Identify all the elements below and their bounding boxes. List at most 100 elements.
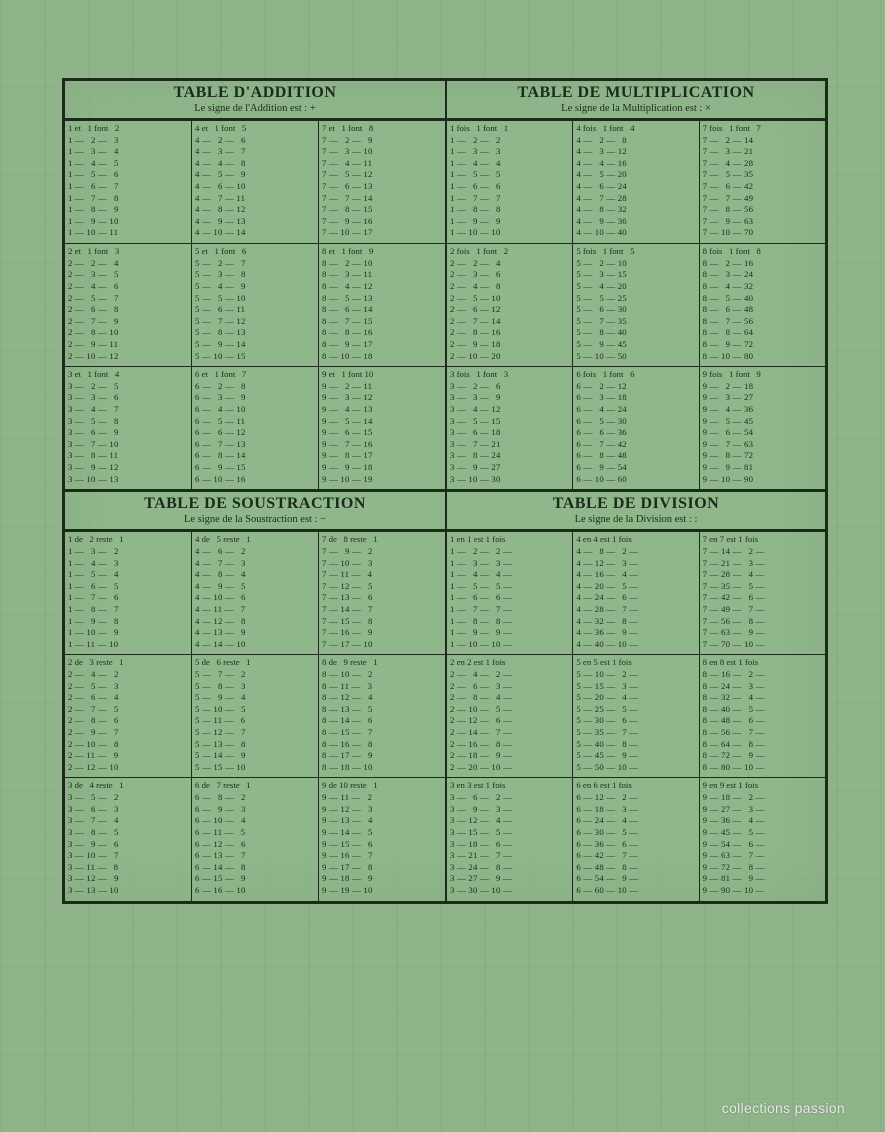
col-line: 6 — 2 — 8	[195, 381, 315, 393]
col-line: 7 — 56 — 8 —	[703, 616, 822, 628]
col-line: 3 — 4 — 12	[450, 404, 569, 416]
col-line: 1 — 9 — 9	[450, 216, 569, 228]
col-line: 3 — 2 — 6	[450, 381, 569, 393]
group-col: 6 en 6 est 1 fois6 — 12 — 2 —6 — 18 — 3 …	[572, 778, 698, 900]
col-line: 3 — 4 — 7	[68, 404, 188, 416]
col-line: 2 — 18 — 9 —	[450, 750, 569, 762]
col-line: 8 — 80 — 10 —	[703, 762, 822, 774]
col-line: 5 — 9 — 45	[576, 339, 695, 351]
col-line: 4 — 8 — 32	[576, 204, 695, 216]
col-line: 8 — 12 — 4	[322, 692, 442, 704]
col-line: 9 — 81 — 9 —	[703, 873, 822, 885]
col-line: 1 — 10 — 10	[450, 227, 569, 239]
col-line: 7 — 2 — 9	[322, 135, 442, 147]
group-col: 9 fois 1 font 99 — 2 — 189 — 3 — 279 — 4…	[699, 367, 825, 489]
watermark: collections passion	[722, 1100, 845, 1116]
col-line: 2 — 5 — 10	[450, 293, 569, 305]
col-line: 7 — 17 — 10	[322, 639, 442, 651]
col-line: 8 — 7 — 56	[703, 316, 822, 328]
col-line: 9 — 72 — 8 —	[703, 862, 822, 874]
col-line: 3 — 9 — 27	[450, 462, 569, 474]
col-head: 9 et 1 font 10	[322, 369, 442, 381]
col-line: 5 — 11 — 6	[195, 715, 315, 727]
col-line: 5 — 15 — 3 —	[576, 681, 695, 693]
col-line: 8 — 64 — 8 —	[703, 739, 822, 751]
col-line: 7 — 11 — 4	[322, 569, 442, 581]
col-line: 7 — 9 — 16	[322, 216, 442, 228]
col-line: 5 — 30 — 6 —	[576, 715, 695, 727]
group-col: 2 fois 1 font 22 — 2 — 42 — 3 — 62 — 4 —…	[447, 244, 572, 366]
col-head: 7 fois 1 font 7	[703, 123, 822, 135]
col-line: 1 — 10 — 11	[68, 227, 188, 239]
col-line: 1 — 2 — 3	[68, 135, 188, 147]
col-line: 2 — 5 — 3	[68, 681, 188, 693]
col-line: 6 — 9 — 3	[195, 804, 315, 816]
col-line: 6 — 7 — 13	[195, 439, 315, 451]
col-line: 3 — 6 — 3	[68, 804, 188, 816]
col-line: 2 — 10 — 12	[68, 351, 188, 363]
col-line: 8 — 10 — 80	[703, 351, 822, 363]
col-line: 7 — 13 — 6	[322, 592, 442, 604]
col-line: 1 — 7 — 7	[450, 193, 569, 205]
col-line: 9 — 5 — 45	[703, 416, 822, 428]
group-col: 6 et 1 font 76 — 2 — 86 — 3 — 96 — 4 — 1…	[191, 367, 318, 489]
group-col: 2 de 3 reste 12 — 4 — 22 — 5 — 32 — 6 — …	[65, 655, 191, 777]
col-line: 8 — 9 — 17	[322, 339, 442, 351]
col-line: 6 — 48 — 8 —	[576, 862, 695, 874]
col-line: 6 — 3 — 9	[195, 392, 315, 404]
col-line: 4 — 9 — 13	[195, 216, 315, 228]
col-line: 2 — 4 — 2	[68, 669, 188, 681]
col-line: 7 — 3 — 21	[703, 146, 822, 158]
group-col: 5 en 5 est 1 fois5 — 10 — 2 —5 — 15 — 3 …	[572, 655, 698, 777]
col-head: 9 en 9 est 1 fois	[703, 780, 822, 792]
col-line: 9 — 10 — 90	[703, 474, 822, 486]
col-line: 6 — 4 — 24	[576, 404, 695, 416]
col-line: 2 — 9 — 11	[68, 339, 188, 351]
col-head: 3 de 4 reste 1	[68, 780, 188, 792]
col-line: 3 — 7 — 10	[68, 439, 188, 451]
col-line: 2 — 3 — 6	[450, 269, 569, 281]
col-line: 3 — 11 — 8	[68, 862, 188, 874]
col-line: 1 — 4 — 4	[450, 158, 569, 170]
col-line: 1 — 5 — 5 —	[450, 581, 569, 593]
col-line: 5 — 9 — 4	[195, 692, 315, 704]
col-line: 6 — 4 — 10	[195, 404, 315, 416]
col-line: 1 — 6 — 6 —	[450, 592, 569, 604]
op-header: TABLE D'ADDITION Le signe de l'Addition …	[65, 81, 445, 120]
col-line: 8 — 56 — 7 —	[703, 727, 822, 739]
group-col: 8 de 9 reste 18 — 10 — 28 — 11 — 38 — 12…	[318, 655, 445, 777]
col-line: 5 — 9 — 14	[195, 339, 315, 351]
op-title: TABLE DE DIVISION	[447, 495, 825, 513]
col-line: 4 — 2 — 8	[576, 135, 695, 147]
col-head: 3 en 3 est 1 fois	[450, 780, 569, 792]
col-line: 5 — 25 — 5 —	[576, 704, 695, 716]
col-line: 7 — 6 — 42	[703, 181, 822, 193]
col-line: 7 — 8 — 15	[322, 204, 442, 216]
col-line: 9 — 14 — 5	[322, 827, 442, 839]
col-head: 7 et 1 font 8	[322, 123, 442, 135]
col-line: 5 — 2 — 7	[195, 258, 315, 270]
col-line: 3 — 9 — 3 —	[450, 804, 569, 816]
op-subtitle: Le signe de l'Addition est : +	[65, 103, 445, 114]
col-line: 4 — 6 — 24	[576, 181, 695, 193]
col-line: 8 — 24 — 3 —	[703, 681, 822, 693]
col-line: 7 — 35 — 5 —	[703, 581, 822, 593]
group-row: 2 et 1 font 32 — 2 — 42 — 3 — 52 — 4 — 6…	[65, 243, 445, 366]
op-pair: TABLE DE SOUSTRACTION Le signe de la Sou…	[65, 492, 825, 900]
col-line: 8 — 9 — 72	[703, 339, 822, 351]
col-line: 2 — 12 — 10	[68, 762, 188, 774]
group-col: 3 et 1 font 43 — 2 — 53 — 3 — 63 — 4 — 7…	[65, 367, 191, 489]
col-line: 8 — 10 — 2	[322, 669, 442, 681]
col-line: 4 — 40 — 10 —	[576, 639, 695, 651]
op-header: TABLE DE MULTIPLICATION Le signe de la M…	[447, 81, 825, 120]
col-line: 6 — 42 — 7 —	[576, 850, 695, 862]
col-head: 4 de 5 reste 1	[195, 534, 315, 546]
col-head: 7 de 8 reste 1	[322, 534, 442, 546]
col-line: 1 — 8 — 9	[68, 204, 188, 216]
col-line: 8 — 5 — 40	[703, 293, 822, 305]
col-line: 8 — 14 — 6	[322, 715, 442, 727]
col-line: 3 — 27 — 9 —	[450, 873, 569, 885]
col-line: 4 — 5 — 9	[195, 169, 315, 181]
col-line: 9 — 16 — 7	[322, 850, 442, 862]
group-col: 5 fois 1 font 55 — 2 — 105 — 3 — 155 — 4…	[572, 244, 698, 366]
